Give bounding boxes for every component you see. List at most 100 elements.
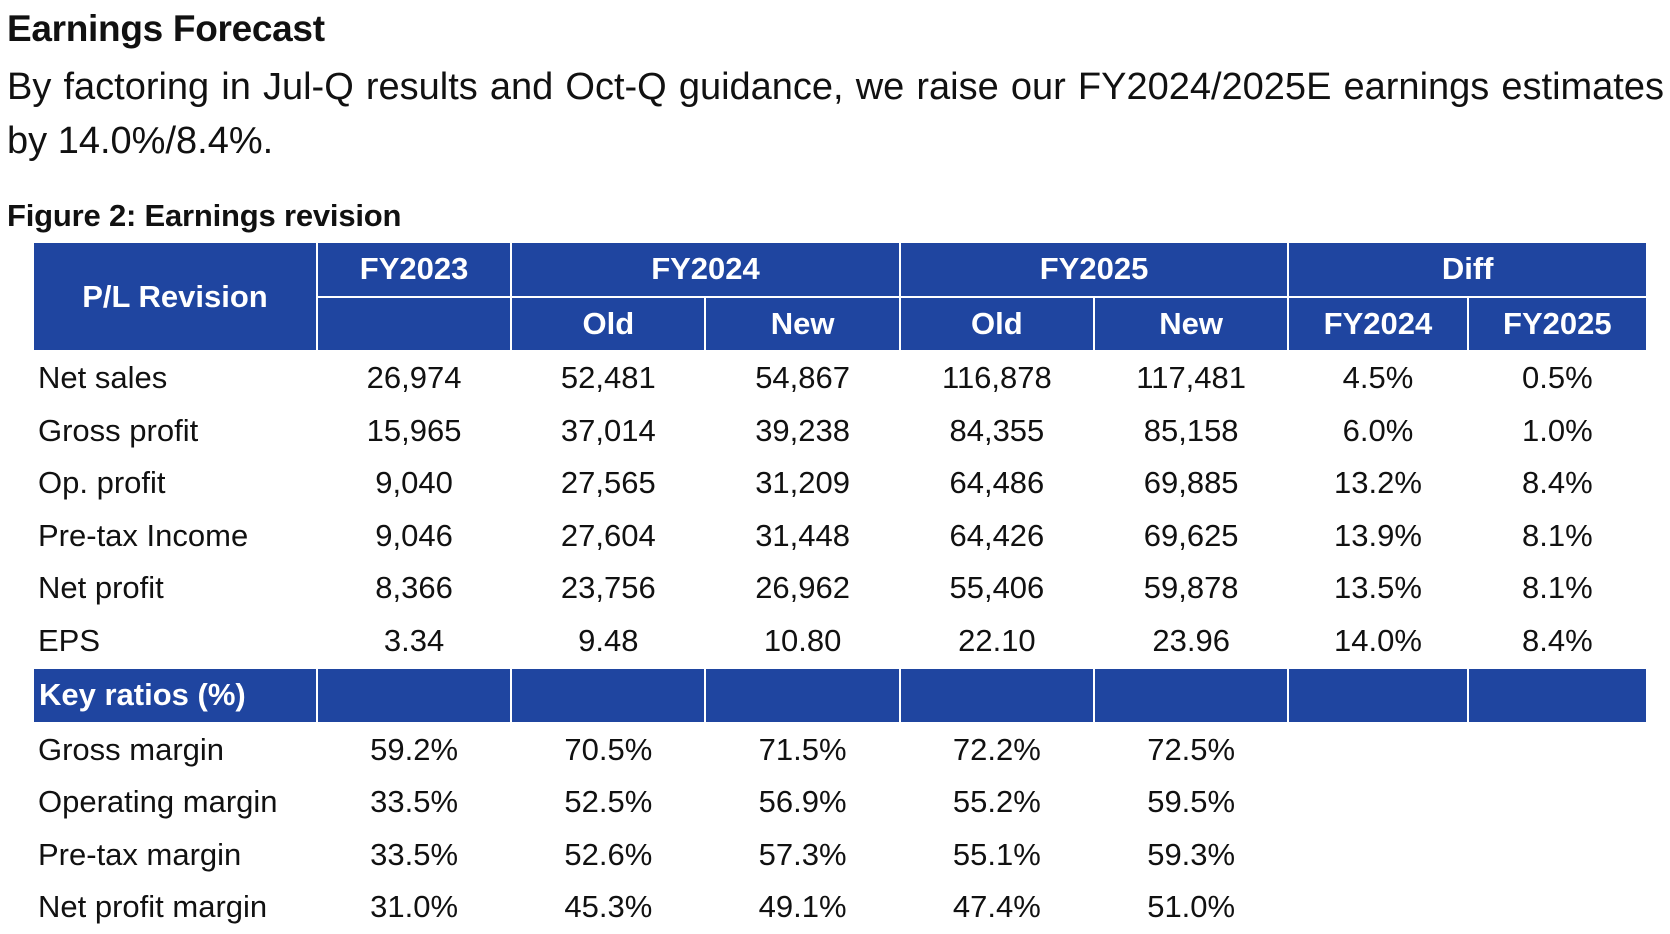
table-cell: 72.2% xyxy=(952,731,1041,767)
key-ratios-section-row: Key ratios (%) xyxy=(32,667,1649,724)
table-cell: 52,481 xyxy=(560,360,656,396)
table-cell: 10.80 xyxy=(763,622,842,658)
table-cell: 56.9% xyxy=(758,784,847,820)
table-header: P/L Revision FY2023 FY2024 FY2025 Diff O… xyxy=(32,241,1649,352)
table-cell: 31,209 xyxy=(755,465,851,501)
table-cell: 64,486 xyxy=(949,465,1045,501)
table-row: Pre-tax Income 9,046 27,604 31,448 64,426 69,… xyxy=(33,510,1647,563)
table-cell: 3.34 xyxy=(383,622,445,658)
table-cell: 23,756 xyxy=(560,570,656,606)
table-cell: 8.1% xyxy=(1521,570,1593,606)
table-cell: 69,625 xyxy=(1143,517,1239,553)
table-cell: 22.10 xyxy=(958,622,1036,658)
table-cell: 55,406 xyxy=(949,570,1045,606)
table-cell: 14.0% xyxy=(1334,622,1422,658)
table-cell: 116,878 xyxy=(942,360,1052,396)
key-ratios-label: Key ratios (%) xyxy=(32,667,318,724)
header-fy2024: FY2024 xyxy=(510,241,901,298)
table-row: Net profit margin 31.0% 45.3% 49.1% 47.4% 51.… xyxy=(33,881,1647,934)
table-cell: 52.5% xyxy=(564,784,653,820)
row-label: Pre-tax margin xyxy=(38,836,242,872)
table-cell: 15,965 xyxy=(366,412,462,448)
table-cell: 85,158 xyxy=(1143,412,1239,448)
table-cell: 54,867 xyxy=(755,360,851,396)
table-cell: 8.4% xyxy=(1521,465,1593,501)
figure-caption: Figure 2: Earnings revision xyxy=(7,198,402,233)
table-cell: 1.0% xyxy=(1521,412,1593,448)
table-cell: 13.5% xyxy=(1334,570,1422,606)
section-heading: Earnings Forecast xyxy=(7,8,325,49)
table-cell: 37,014 xyxy=(560,412,656,448)
table-row: Net profit 8,366 23,756 26,962 55,406 59,878 1… xyxy=(33,562,1647,615)
section-cell xyxy=(1287,667,1469,724)
section-cell xyxy=(704,667,901,724)
table-cell: 31,448 xyxy=(755,517,851,553)
table-cell: 55.2% xyxy=(952,784,1041,820)
table-cell: 49.1% xyxy=(758,889,847,925)
table-cell: 57.3% xyxy=(758,836,847,872)
header-diff: Diff xyxy=(1287,241,1648,298)
table-cell: 59.3% xyxy=(1147,836,1236,872)
table-cell: 23.96 xyxy=(1152,622,1230,658)
table-cell: 64,426 xyxy=(949,517,1045,553)
table-cell: 6.0% xyxy=(1342,412,1414,448)
header-row-2: Old New Old New FY2024 FY2025 xyxy=(33,295,1649,352)
table-cell: 9,040 xyxy=(375,465,453,501)
intro-paragraph: By factoring in Jul-Q results and Oct-Q … xyxy=(7,66,1664,162)
header-fy2024-new: New xyxy=(704,295,901,352)
table-cell: 8,366 xyxy=(375,570,453,606)
section-cell xyxy=(510,667,707,724)
table-row: Net sales 26,974 52,481 54,867 116,878 117,48… xyxy=(33,351,1647,405)
table-cell xyxy=(1288,829,1467,882)
table-cell: 59,878 xyxy=(1143,570,1239,606)
table-cell: 71.5% xyxy=(758,731,847,767)
table-cell: 9,046 xyxy=(375,517,453,553)
table-cell: 13.9% xyxy=(1334,517,1422,553)
table-cell: 13.2% xyxy=(1334,465,1422,501)
header-diff-fy2025: FY2025 xyxy=(1466,295,1649,352)
table-cell: 33.5% xyxy=(370,836,459,872)
table-cell xyxy=(1468,776,1647,829)
section-cell xyxy=(1466,667,1649,724)
table-cell: 8.4% xyxy=(1521,622,1593,658)
table-body: Net sales 26,974 52,481 54,867 116,878 117,48… xyxy=(32,351,1649,934)
table-cell: 39,238 xyxy=(755,412,851,448)
section-cell xyxy=(898,667,1096,724)
table-cell: 59.5% xyxy=(1147,784,1236,820)
table-cell: 72.5% xyxy=(1147,731,1236,767)
table-cell: 0.5% xyxy=(1521,360,1593,396)
table-cell xyxy=(1288,723,1467,777)
header-fy2023-sub xyxy=(315,295,513,352)
section-cell xyxy=(315,667,513,724)
table-cell: 69,885 xyxy=(1143,465,1239,501)
table-cell: 31.0% xyxy=(370,889,459,925)
table-cell xyxy=(1468,723,1647,777)
table-cell: 45.3% xyxy=(564,889,653,925)
header-fy2023: FY2023 xyxy=(315,241,513,298)
table-cell: 59.2% xyxy=(370,731,459,767)
table-row: Op. profit 9,040 27,565 31,209 64,486 69,885 1… xyxy=(33,457,1647,510)
table-cell: 84,355 xyxy=(949,412,1045,448)
row-label: Pre-tax Income xyxy=(38,517,249,553)
table-cell: 9.48 xyxy=(578,622,639,658)
header-pl-revision: P/L Revision xyxy=(32,241,318,352)
table-cell: 47.4% xyxy=(952,889,1041,925)
table-row: Pre-tax margin 33.5% 52.6% 57.3% 55.1% 59.3% xyxy=(33,829,1647,882)
table-cell: 52.6% xyxy=(564,836,653,872)
header-diff-fy2024: FY2024 xyxy=(1287,295,1469,352)
row-label: Gross profit xyxy=(38,412,199,448)
earnings-revision-table: P/L Revision FY2023 FY2024 FY2025 Diff O… xyxy=(32,241,1649,934)
header-fy2025-new: New xyxy=(1093,295,1290,352)
row-label: Gross margin xyxy=(38,731,225,767)
table-row: EPS 3.34 9.48 10.80 22.10 23.96 14.0% 8.4% xyxy=(33,615,1647,669)
table-cell: 27,604 xyxy=(560,517,656,553)
table-cell: 26,974 xyxy=(366,360,462,396)
row-label: Net profit margin xyxy=(38,889,268,925)
table-cell: 26,962 xyxy=(755,570,851,606)
table-cell xyxy=(1468,881,1647,934)
table-cell: 70.5% xyxy=(564,731,653,767)
table-cell: 55.1% xyxy=(952,836,1041,872)
row-label: Operating margin xyxy=(38,784,278,820)
table-cell: 33.5% xyxy=(370,784,459,820)
row-label: Op. profit xyxy=(38,465,166,501)
